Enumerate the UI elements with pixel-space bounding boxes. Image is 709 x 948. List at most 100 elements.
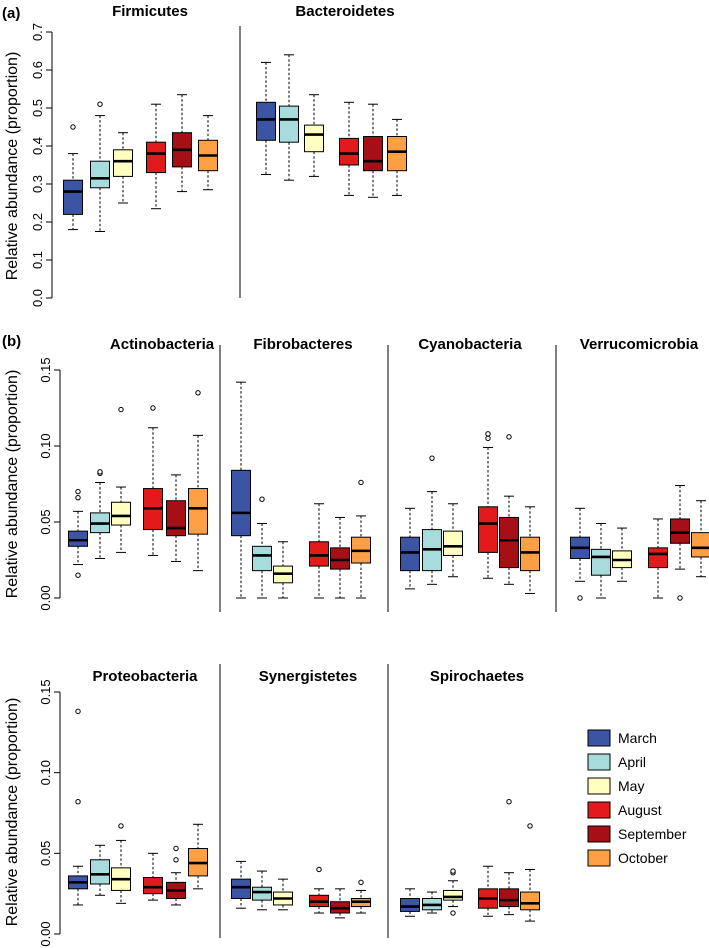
box-april xyxy=(591,523,611,599)
facet-title: Fibrobacteres xyxy=(253,336,352,353)
legend-label: March xyxy=(618,730,657,746)
box-august xyxy=(309,866,329,914)
box-september xyxy=(499,434,519,585)
box-april xyxy=(90,469,110,559)
box-august xyxy=(339,101,359,196)
facet-title: Firmicutes xyxy=(112,3,188,20)
box-august xyxy=(143,852,163,901)
outlier-point xyxy=(577,595,583,601)
box-march xyxy=(400,888,420,917)
facet-title: Spirochaetes xyxy=(430,668,524,685)
facet-title: Bacteroidetes xyxy=(295,3,394,20)
iqr-box xyxy=(143,877,163,895)
iqr-box xyxy=(520,536,540,572)
y-tick-label: 0.10 xyxy=(38,760,53,785)
box-october xyxy=(520,823,540,922)
outlier-point xyxy=(450,910,456,916)
outlier-point xyxy=(75,488,81,495)
box-may xyxy=(113,132,133,204)
box-september xyxy=(670,485,690,601)
box-march xyxy=(68,708,88,906)
legend: March April May August September October xyxy=(587,729,687,867)
iqr-box xyxy=(648,547,668,569)
box-march xyxy=(256,61,276,175)
outlier-point xyxy=(506,799,512,805)
legend-swatch xyxy=(587,849,611,867)
box-may xyxy=(443,868,463,916)
iqr-box xyxy=(231,469,251,537)
box-march xyxy=(231,381,251,599)
outlier-point xyxy=(506,434,512,440)
facet-title: Cyanobacteria xyxy=(418,336,522,353)
box-august xyxy=(143,405,163,556)
facet-title: Verrucomicrobia xyxy=(580,336,699,353)
y-tick-label: 0.05 xyxy=(38,509,53,534)
y-tick-label: 0.2 xyxy=(30,213,45,231)
box-october xyxy=(198,115,218,191)
box-october xyxy=(387,118,407,196)
y-tick-label: 0.05 xyxy=(38,841,53,866)
box-april xyxy=(90,101,110,232)
box-august xyxy=(648,518,668,599)
iqr-box xyxy=(591,548,611,576)
facet-title: Synergistetes xyxy=(259,668,357,685)
panel-label-a: (a) xyxy=(2,5,20,22)
box-october xyxy=(520,506,540,594)
iqr-box xyxy=(63,179,83,215)
box-april xyxy=(422,455,442,585)
y-tick-label: 0.15 xyxy=(38,357,53,382)
box-august xyxy=(309,503,329,599)
box-may xyxy=(304,94,324,177)
outlier-point xyxy=(173,845,179,852)
facet-title: Actinobacteria xyxy=(110,336,215,353)
box-april xyxy=(252,496,272,599)
box-march xyxy=(570,507,590,601)
legend-swatch xyxy=(587,801,611,819)
y-axis-label: Relative abundance (proportion) xyxy=(4,52,21,281)
box-march xyxy=(400,507,420,590)
outlier-point xyxy=(316,866,322,873)
iqr-box xyxy=(90,160,110,189)
box-september xyxy=(363,103,383,198)
outlier-point xyxy=(70,124,76,130)
box-april xyxy=(279,54,299,181)
panel-c: 0.00 0.05 0.10 0.15 Relative abundance (prop… xyxy=(4,664,540,947)
box-march xyxy=(68,488,88,578)
box-september xyxy=(166,845,186,906)
box-august xyxy=(146,103,166,210)
iqr-box xyxy=(90,859,110,885)
y-tick-label: 0.3 xyxy=(30,175,45,193)
legend-label: October xyxy=(618,850,668,866)
iqr-box xyxy=(339,137,359,166)
iqr-box xyxy=(188,488,208,535)
iqr-box xyxy=(279,105,299,143)
outlier-point xyxy=(75,708,81,715)
iqr-box xyxy=(443,530,463,556)
iqr-box xyxy=(387,136,407,172)
outlier-point xyxy=(75,494,81,501)
iqr-box xyxy=(670,518,690,544)
outlier-point xyxy=(97,469,103,475)
panel-label-b: (b) xyxy=(2,333,21,350)
outlier-point xyxy=(358,479,364,486)
outlier-point xyxy=(259,496,265,502)
box-september xyxy=(330,516,350,599)
legend-swatch xyxy=(587,753,611,771)
box-september xyxy=(499,799,519,916)
legend-label: May xyxy=(618,778,644,794)
outlier-point xyxy=(485,431,491,437)
box-april xyxy=(422,891,442,914)
facet-title: Proteobacteria xyxy=(92,668,198,685)
box-september xyxy=(166,474,186,563)
y-tick-label: 0.10 xyxy=(38,433,53,458)
y-tick-label: 0.0 xyxy=(30,289,45,307)
y-tick-label: 0.00 xyxy=(38,585,53,610)
y-tick-label: 0.00 xyxy=(38,921,53,946)
iqr-box xyxy=(304,124,324,153)
outlier-point xyxy=(450,868,456,874)
y-tick-label: 0.7 xyxy=(30,23,45,41)
iqr-box xyxy=(520,891,540,911)
outlier-point xyxy=(118,823,124,829)
legend-label: August xyxy=(618,802,662,818)
panel-b: (b) 0.00 0.05 0.10 0.15 Relative abundance (… xyxy=(2,333,709,612)
